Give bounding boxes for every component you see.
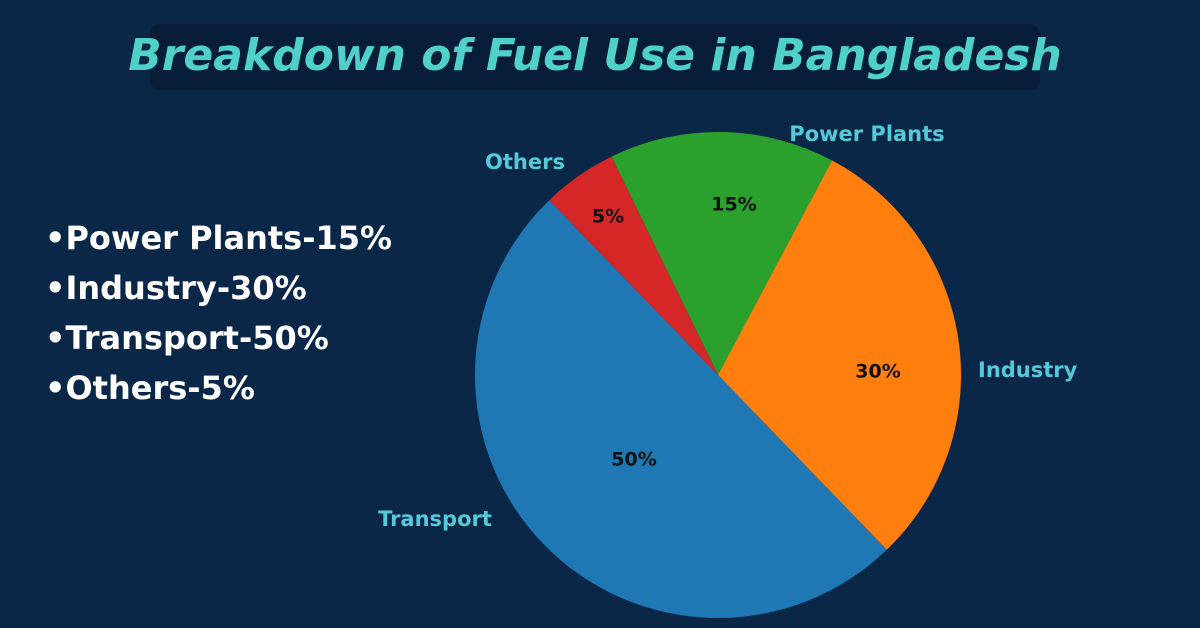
bullet-item: •Industry-30% xyxy=(45,269,307,307)
slice-label: Others xyxy=(485,150,565,174)
title-box xyxy=(150,24,1040,90)
pie-slice xyxy=(718,160,961,550)
pie-slice xyxy=(474,200,887,618)
bullet-item: •Transport-50% xyxy=(45,319,329,357)
value-label: 50% xyxy=(611,449,656,471)
value-label: 30% xyxy=(855,361,900,383)
chart-title: Breakdown of Fuel Use in Bangladesh xyxy=(128,30,1062,81)
bullet-item: •Power Plants-15% xyxy=(45,219,392,257)
value-label: 5% xyxy=(592,206,624,228)
bullet-item: •Others-5% xyxy=(45,369,255,407)
pie-slice xyxy=(611,131,833,375)
bullet-list: •Power Plants-15% •Industry-30% •Transport… xyxy=(45,219,392,407)
pie: Power Plants 15% Industry 30% Transport 50% Ot… xyxy=(378,122,1078,618)
slice-label: Industry xyxy=(978,358,1078,382)
slice-label: Transport xyxy=(378,507,492,531)
slice-label: Power Plants xyxy=(789,122,944,146)
value-label: 15% xyxy=(711,194,756,216)
pie-slice xyxy=(549,156,718,375)
